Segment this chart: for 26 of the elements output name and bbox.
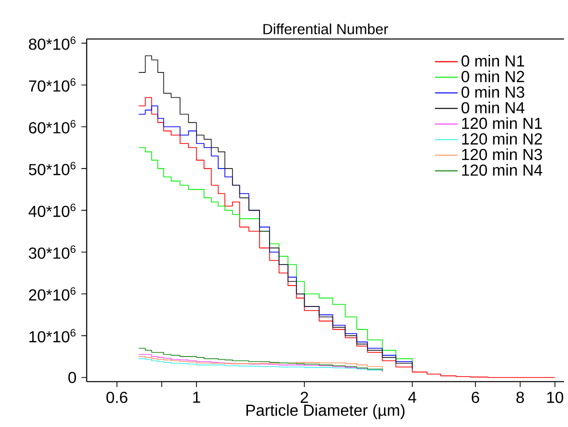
x-axis-title: Particle Diameter (µm)	[246, 404, 404, 420]
y-tick-label: 50*10$^{6}$	[28, 162, 76, 176]
legend-label: 0 min N1	[462, 54, 524, 67]
legend-label: 0 min N3	[462, 86, 524, 98]
x-tick-label: 1	[193, 392, 200, 403]
legend-label: 120 min N3	[462, 148, 542, 160]
legend-label: 0 min N2	[462, 70, 524, 82]
legend-label: 0 min N4	[462, 102, 524, 114]
x-tick-label: 4	[408, 392, 416, 403]
legend-label: 120 min N4	[462, 164, 542, 176]
x-tick-label: 8	[516, 392, 524, 404]
x-tick-label: 6	[472, 392, 480, 404]
legend-label: 120 min N1	[462, 117, 542, 129]
y-tick-label: 80*10$^{6}$	[28, 36, 76, 50]
x-tick-label: 10	[547, 392, 564, 404]
y-tick-label: 40*10$^{6}$	[28, 204, 76, 218]
y-tick-label: 0	[68, 372, 76, 384]
y-tick-label: 60*10$^{6}$	[29, 120, 76, 134]
y-tick-label: 10*10$^{6}$	[29, 328, 76, 342]
y-tick-label: 20*10$^{6}$	[29, 287, 76, 301]
x-tick-label: 0.6	[106, 392, 128, 404]
chart-title: Differential Number	[264, 24, 388, 34]
y-tick-label: 30*10$^{6}$	[28, 245, 76, 259]
y-tick-label: 70*10$^{6}$	[29, 78, 76, 92]
x-tick-label: 2	[300, 392, 308, 403]
legend-label: 120 min N2	[462, 132, 542, 145]
